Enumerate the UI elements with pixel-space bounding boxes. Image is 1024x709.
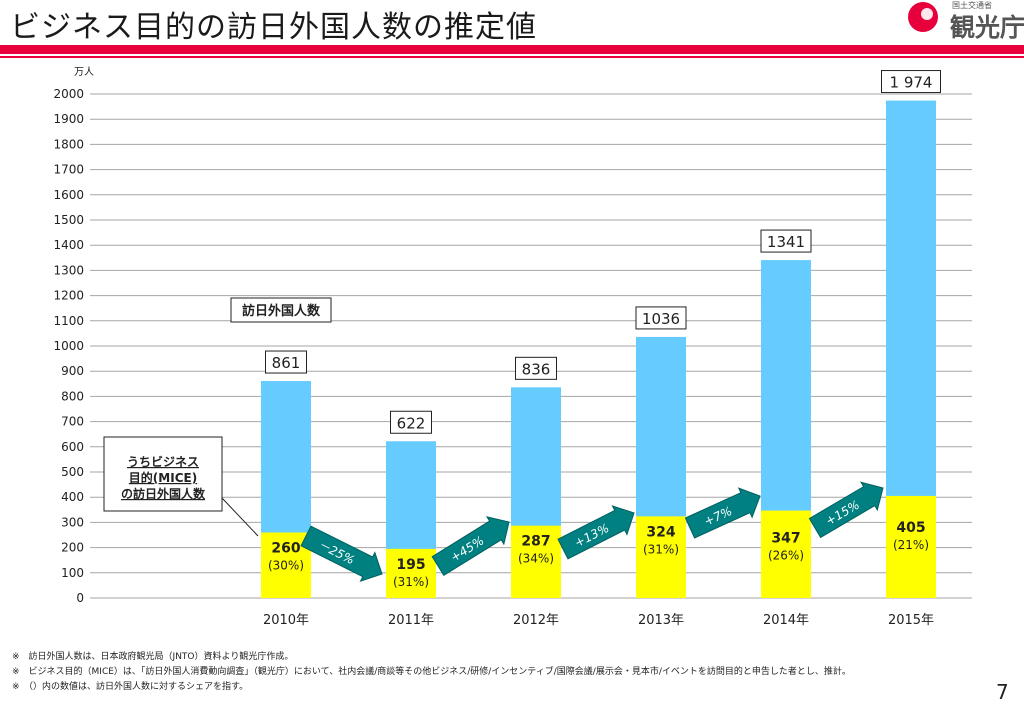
bar-business	[886, 495, 936, 598]
bar-labels: 861 260 (30%) 622 195 (31%) 836 287 (34%) 1036 324…	[265, 70, 941, 589]
arrow-shape	[300, 525, 383, 583]
share-label: (31%)	[643, 542, 679, 556]
x-tick-label: 2010年	[263, 613, 309, 628]
y-tick-label: 500	[61, 465, 84, 479]
logo-name: 観光庁	[950, 13, 1024, 42]
total-label-box	[881, 70, 941, 94]
growth-arrow: －25%	[300, 525, 383, 583]
y-tick-label: 1300	[53, 263, 84, 277]
business-label: 260	[271, 540, 300, 556]
bar-chart: 0 100 200 300 400 500 600 700 800 900 1000 1100 1200…	[53, 66, 972, 628]
legend-business-line: うちビジネス	[127, 454, 199, 469]
total-label-box	[265, 350, 307, 374]
growth-arrow: +13%	[557, 505, 635, 560]
share-label: (34%)	[518, 552, 554, 566]
y-tick-label: 1700	[53, 163, 84, 177]
arrow-shape	[684, 487, 761, 539]
business-label: 195	[396, 557, 425, 573]
y-tick-label: 300	[61, 515, 84, 529]
footnotes: ※ 訪日外国人数は、日本政府観光局（JNTO）資料より観光庁作成。 ※ ビジネス…	[12, 650, 851, 695]
legend-business-line: 目的(MICE)	[129, 470, 197, 485]
y-axis-label: 万人	[74, 66, 94, 78]
logo-icon	[908, 2, 938, 32]
bar-business	[761, 510, 811, 598]
legend-business-line: の訪日外国人数	[121, 486, 206, 501]
y-tick-label: 1000	[53, 339, 84, 353]
y-tick-label: 400	[61, 490, 84, 504]
legend-pointer	[221, 497, 259, 537]
x-tick-label: 2014年	[763, 613, 809, 628]
y-tick-label: 1900	[53, 112, 84, 126]
total-label: 1341	[767, 233, 805, 251]
total-label-box	[515, 356, 557, 380]
y-tick-label: 700	[61, 415, 84, 429]
legend-business-box	[103, 436, 223, 512]
total-label: 861	[272, 354, 301, 372]
bars	[261, 100, 936, 598]
share-label: (30%)	[268, 558, 304, 572]
x-tick-label: 2012年	[513, 613, 559, 628]
y-tick-label: 600	[61, 440, 84, 454]
footnote: ※ 訪日外国人数は、日本政府観光局（JNTO）資料より観光庁作成。	[12, 652, 294, 662]
y-tick-label: 1500	[53, 213, 84, 227]
bar-business	[511, 525, 561, 598]
x-tick-label: 2013年	[638, 613, 684, 628]
business-label: 347	[771, 531, 800, 547]
x-tick-label: 2015年	[888, 613, 934, 628]
y-tick-label: 1200	[53, 289, 84, 303]
y-tick-label: 0	[76, 591, 84, 605]
y-tick-label: 1800	[53, 137, 84, 151]
y-tick-label: 900	[61, 364, 84, 378]
total-label: 1036	[642, 310, 680, 328]
bar-business	[386, 548, 436, 598]
total-label: 622	[397, 414, 426, 432]
growth-arrow: +15%	[808, 481, 884, 539]
header-divider-thin	[0, 56, 1024, 58]
total-label-box	[760, 229, 812, 253]
arrow-shape	[557, 505, 635, 560]
total-label-box	[635, 306, 687, 330]
footnote: ※ ビジネス目的（MICE）は、「訪日外国人消費動向調査」（観光庁）において、社…	[12, 667, 851, 677]
page-number: 7	[996, 680, 1009, 704]
y-tick-label: 2000	[53, 87, 84, 101]
footnote: ※ （）内の数値は、訪日外国人数に対するシェアを指す。	[12, 682, 249, 692]
share-label: (31%)	[393, 575, 429, 589]
y-tick-label: 1600	[53, 188, 84, 202]
total-label: 836	[522, 360, 551, 378]
growth-arrow: +45%	[431, 516, 510, 577]
y-tick-labels: 0 100 200 300 400 500 600 700 800 900 1000 1100 1200…	[53, 87, 84, 605]
y-tick-label: 1400	[53, 238, 84, 252]
legend-total-box	[230, 297, 332, 323]
y-tick-label: 800	[61, 389, 84, 403]
header-divider	[0, 45, 1024, 54]
share-label: (21%)	[893, 538, 929, 552]
total-label-box	[390, 410, 432, 434]
x-tick-labels: 2010年 2011年 2012年 2013年 2014年 2015年	[263, 613, 934, 628]
y-tick-label: 100	[61, 566, 84, 580]
business-label: 324	[646, 524, 675, 540]
y-tick-label: 200	[61, 541, 84, 555]
arrow-shape	[431, 516, 510, 577]
arrow-shape	[808, 481, 884, 539]
logo-ministry: 国土交通省	[952, 1, 992, 10]
business-label: 287	[521, 534, 550, 550]
x-tick-label: 2011年	[388, 613, 434, 628]
total-label: 1 974	[890, 74, 933, 92]
y-tick-label: 1100	[53, 314, 84, 328]
business-label: 405	[896, 520, 925, 536]
growth-arrow: +7%	[684, 487, 761, 539]
legend-total-label: 訪日外国人数	[242, 303, 321, 319]
bar-business	[636, 516, 686, 598]
share-label: (26%)	[768, 549, 804, 563]
page-title: ビジネス目的の訪日外国人数の推定値	[10, 10, 537, 45]
